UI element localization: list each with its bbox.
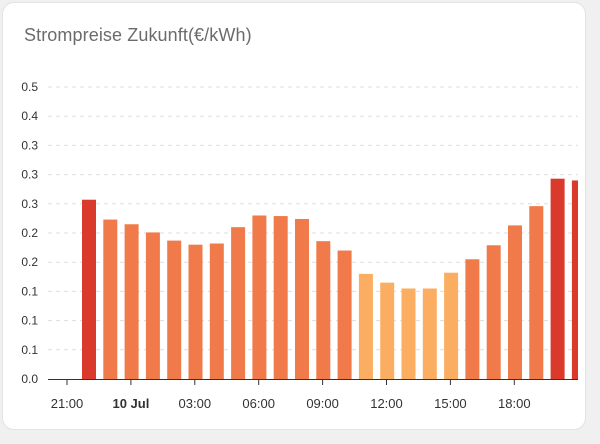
x-tick-label: 15:00 [434, 396, 467, 411]
chart-bar [444, 272, 459, 379]
chart-bar [465, 259, 480, 379]
y-tick-label: 0.1 [21, 284, 38, 298]
x-tick-label: 10 Jul [112, 396, 149, 411]
chart-bar [145, 232, 160, 379]
y-tick-label: 0.0 [21, 372, 38, 386]
chart-bar [337, 250, 352, 379]
chart-bar [571, 180, 578, 379]
chart-bar [124, 224, 139, 379]
x-tick-label: 21:00 [51, 396, 84, 411]
chart-bar [82, 199, 96, 379]
chart-bar [508, 225, 522, 379]
x-tick-label: 12:00 [370, 396, 403, 411]
x-tick-label: 03:00 [179, 396, 212, 411]
x-tick-label: 06:00 [242, 396, 275, 411]
chart-bar [358, 273, 373, 379]
chart-bar [103, 219, 118, 379]
chart-bar [316, 241, 331, 379]
card-title: Strompreise Zukunft(€/kWh) [24, 25, 252, 45]
chart-card: Strompreise Zukunft(€/kWh) [2, 2, 586, 430]
chart-bar [380, 282, 395, 379]
chart-bar [529, 206, 544, 379]
y-tick-label: 0.1 [21, 314, 38, 328]
chart-bar [209, 243, 224, 379]
chart-bar [550, 178, 565, 379]
x-tick-label: 09:00 [306, 396, 339, 411]
x-tick-label: 18:00 [498, 396, 531, 411]
y-tick-label: 0.3 [21, 197, 38, 211]
chart-bar [231, 227, 246, 379]
chart-bar [188, 244, 203, 379]
chart-bar [422, 288, 437, 379]
y-tick-label: 0.3 [21, 138, 38, 152]
chart-bar [273, 216, 288, 379]
chart-bar [486, 245, 501, 379]
chart-bar [167, 240, 182, 379]
y-tick-label: 0.5 [21, 80, 38, 94]
y-tick-label: 0.2 [21, 255, 38, 269]
y-tick-label: 0.3 [21, 168, 38, 182]
y-tick-label: 0.4 [21, 109, 38, 123]
chart-bar [401, 288, 416, 379]
chart-bar [252, 215, 267, 379]
y-tick-label: 0.1 [21, 343, 38, 357]
chart-bar [295, 218, 309, 379]
y-tick-label: 0.2 [21, 226, 38, 240]
